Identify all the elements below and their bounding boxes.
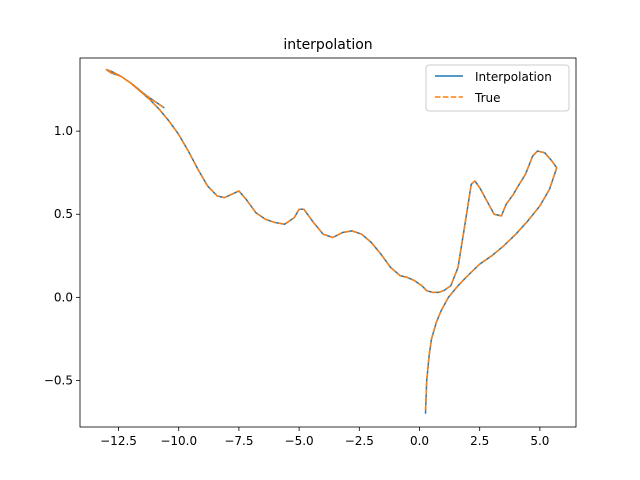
y-tick-label: 1.0 [54, 124, 73, 138]
y-axis: −0.5 0.0 0.5 1.0 [44, 124, 80, 387]
x-tick-label: 2.5 [470, 434, 489, 448]
x-tick-label: 0.0 [410, 434, 429, 448]
x-tick-label: −7.5 [224, 434, 253, 448]
chart-title: interpolation [283, 37, 372, 53]
y-tick-label: 0.0 [54, 290, 73, 304]
x-tick-label: −2.5 [345, 434, 374, 448]
y-tick-label: −0.5 [44, 373, 73, 387]
plot-area: −12.5 −10.0 −7.5 −5.0 −2.5 0.0 2.5 5.0 −0.5 0.0 0… [44, 57, 577, 448]
y-tick-label: 0.5 [54, 207, 73, 221]
x-tick-label: −12.5 [100, 434, 137, 448]
series-line-true [105, 68, 558, 411]
legend-label-true: True [474, 91, 501, 105]
x-tick-label: −10.0 [160, 434, 197, 448]
x-tick-label: 5.0 [530, 434, 549, 448]
legend-label-interpolation: Interpolation [475, 70, 552, 84]
x-axis: −12.5 −10.0 −7.5 −5.0 −2.5 0.0 2.5 5.0 [100, 427, 549, 448]
x-tick-label: −5.0 [285, 434, 314, 448]
legend: Interpolation True [425, 64, 570, 112]
axes-frame [79, 57, 577, 428]
series-layer [105, 68, 558, 414]
